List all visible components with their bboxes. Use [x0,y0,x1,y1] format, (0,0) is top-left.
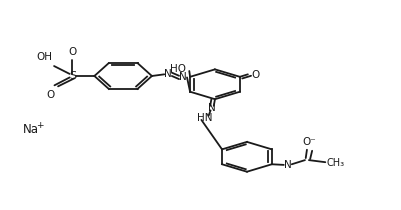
Text: N: N [164,69,171,79]
Text: +: + [36,121,44,130]
Text: N: N [283,160,291,170]
Text: N: N [207,103,215,113]
Text: HO: HO [170,64,186,74]
Text: HN: HN [196,113,212,123]
Text: O: O [250,70,259,80]
Text: N: N [179,72,186,83]
Text: O: O [68,47,76,57]
Text: CH₃: CH₃ [326,158,344,168]
Text: O⁻: O⁻ [301,137,315,147]
Text: OH: OH [36,52,53,62]
Text: O: O [46,90,54,100]
Text: Na: Na [23,123,39,136]
Text: S: S [69,71,76,81]
